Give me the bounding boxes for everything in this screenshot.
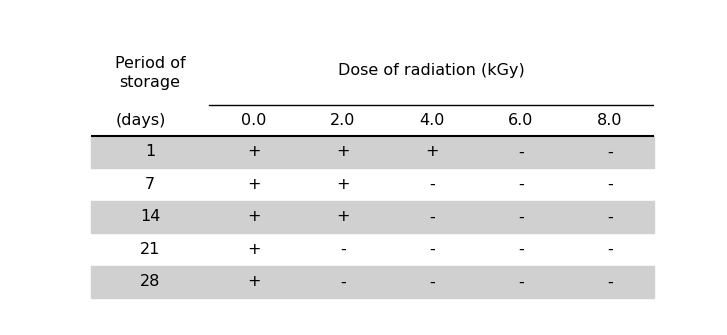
Text: 14: 14 <box>140 209 160 224</box>
Text: +: + <box>336 209 350 224</box>
Text: 21: 21 <box>140 242 160 257</box>
Text: -: - <box>518 274 523 289</box>
Text: +: + <box>336 144 350 159</box>
Text: +: + <box>336 177 350 192</box>
Text: -: - <box>429 177 435 192</box>
Text: -: - <box>607 144 613 159</box>
Text: -: - <box>607 177 613 192</box>
Text: -: - <box>518 177 523 192</box>
Text: -: - <box>518 144 523 159</box>
Text: -: - <box>340 274 345 289</box>
Text: 1: 1 <box>145 144 155 159</box>
Text: -: - <box>518 209 523 224</box>
Text: +: + <box>247 177 260 192</box>
Text: -: - <box>607 209 613 224</box>
Text: +: + <box>247 209 260 224</box>
Text: 8.0: 8.0 <box>597 113 622 128</box>
Text: -: - <box>518 242 523 257</box>
Text: +: + <box>247 274 260 289</box>
Bar <box>91 136 654 168</box>
Text: -: - <box>429 209 435 224</box>
Text: Dose of radiation (kGy): Dose of radiation (kGy) <box>338 63 525 78</box>
Bar <box>91 266 654 298</box>
Text: +: + <box>247 242 260 257</box>
Text: (days): (days) <box>116 113 166 128</box>
Text: 7: 7 <box>145 177 155 192</box>
Bar <box>91 201 654 233</box>
Text: +: + <box>425 144 438 159</box>
Text: -: - <box>429 242 435 257</box>
Text: -: - <box>429 274 435 289</box>
Text: -: - <box>607 242 613 257</box>
Text: 6.0: 6.0 <box>508 113 534 128</box>
Text: Period of
storage: Period of storage <box>115 56 185 90</box>
Text: 2.0: 2.0 <box>330 113 356 128</box>
Text: 4.0: 4.0 <box>419 113 444 128</box>
Text: 0.0: 0.0 <box>241 113 266 128</box>
Text: -: - <box>607 274 613 289</box>
Text: 28: 28 <box>140 274 160 289</box>
Text: +: + <box>247 144 260 159</box>
Text: -: - <box>340 242 345 257</box>
